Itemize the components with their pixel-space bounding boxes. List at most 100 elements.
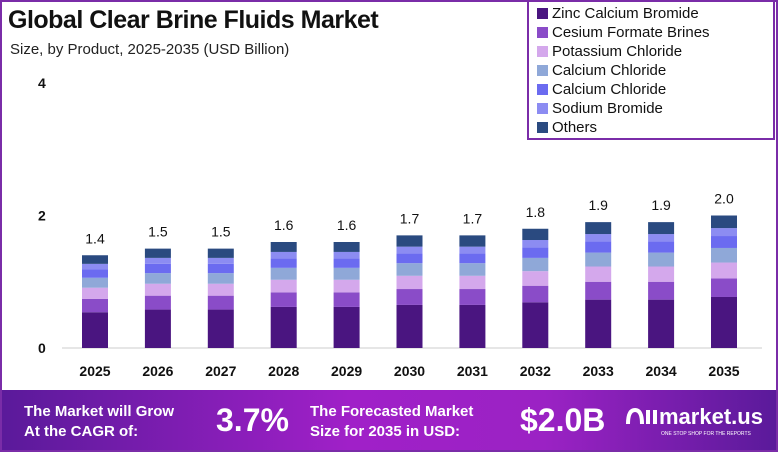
bar-segment — [459, 253, 486, 264]
bar-segment — [711, 296, 737, 348]
bar-segment — [648, 234, 675, 242]
bar-segment — [648, 281, 675, 300]
x-tick-label: 2035 — [708, 363, 739, 379]
bar-segment — [459, 304, 486, 348]
legend-label: Sodium Bromide — [552, 100, 663, 117]
bar-segment — [459, 235, 486, 247]
bar-segment — [585, 241, 612, 253]
bar-segment — [585, 266, 612, 282]
total-label: 1.8 — [526, 204, 546, 220]
bar-segment — [585, 252, 612, 267]
total-label: 2.0 — [714, 191, 734, 207]
bar-segment — [333, 267, 360, 280]
legend-item: Calcium Chloride — [537, 80, 773, 99]
bar-segment — [144, 257, 171, 264]
bar-segment — [144, 248, 171, 258]
x-tick-label: 2031 — [457, 363, 488, 379]
total-label: 1.9 — [588, 197, 608, 213]
bar-segment — [585, 234, 612, 242]
y-tick-label: 2 — [38, 208, 46, 224]
cagr-value: 3.7% — [216, 402, 289, 438]
bar-segment — [207, 273, 234, 284]
bar-segment — [333, 258, 360, 268]
x-tick-label: 2029 — [331, 363, 362, 379]
bar-segment — [648, 222, 675, 235]
brand-logo-icon — [626, 407, 657, 425]
bar-segment — [82, 277, 108, 288]
bar-segment — [144, 273, 171, 284]
bar-segment — [82, 269, 108, 278]
bar-segment — [396, 246, 423, 254]
bar-segment — [207, 257, 234, 264]
bar-segment — [459, 246, 486, 254]
bar-segment — [648, 241, 675, 253]
bar-segment — [648, 299, 675, 348]
bar-segment — [144, 263, 171, 274]
bar-segment — [82, 263, 108, 270]
forecast-label-line1: The Forecasted Market — [310, 403, 474, 420]
bar-segment — [333, 251, 360, 259]
brand-name: market.us — [659, 404, 763, 429]
total-label: 1.9 — [651, 197, 671, 213]
x-tick-label: 2027 — [205, 363, 236, 379]
bar-segment — [207, 309, 234, 348]
bar-segment — [144, 283, 171, 296]
bar-segment — [333, 279, 360, 293]
legend-label: Calcium Chloride — [552, 81, 667, 98]
x-tick-label: 2030 — [394, 363, 425, 379]
cagr-label-line2: At the CAGR of: — [24, 423, 139, 440]
bar-segment — [396, 275, 423, 290]
total-label: 1.7 — [463, 210, 483, 226]
x-tick-label: 2025 — [79, 363, 110, 379]
bar-segment — [270, 292, 297, 307]
bar-segment — [396, 289, 423, 305]
bar-segment — [144, 295, 171, 310]
total-label: 1.4 — [85, 230, 105, 246]
bar-segment — [333, 242, 360, 252]
x-tick-label: 2032 — [520, 363, 551, 379]
legend-label: Others — [552, 119, 598, 136]
bar-segment — [585, 299, 612, 348]
bar-segment — [522, 247, 549, 258]
bar-segment — [459, 263, 486, 276]
bar-segment — [522, 271, 549, 286]
legend-swatch — [537, 65, 548, 76]
bar-segment — [648, 252, 675, 267]
bar-segment — [711, 236, 737, 248]
bar-segment — [459, 289, 486, 305]
y-tick-label: 0 — [38, 340, 46, 356]
bar-segment — [82, 287, 108, 299]
bar-segment — [270, 251, 297, 259]
bar-segment — [585, 281, 612, 300]
x-tick-label: 2026 — [142, 363, 173, 379]
legend-label: Cesium Formate Brines — [552, 24, 710, 41]
total-label: 1.5 — [148, 224, 168, 240]
bar-segment — [207, 248, 234, 258]
legend-item: Potassium Chloride — [537, 42, 773, 61]
y-tick-label: 4 — [38, 75, 46, 91]
total-label: 1.5 — [211, 224, 231, 240]
bar-segment — [333, 292, 360, 307]
total-label: 1.7 — [400, 210, 420, 226]
bar-segment — [270, 258, 297, 268]
bar-segment — [207, 283, 234, 296]
x-tick-label: 2034 — [646, 363, 677, 379]
stacked-bar-chart: 0 2 4 1.4 2025 1.5 2026 1.5 2027 1.6 2028 1.6 2029 1.… — [38, 75, 762, 379]
chart-title: Global Clear Brine Fluids Market — [8, 6, 379, 34]
forecast-label: The Forecasted Market Size for 2035 in U… — [310, 402, 473, 442]
total-label: 1.6 — [274, 217, 294, 233]
legend-swatch — [537, 46, 548, 57]
bar-segment — [270, 306, 297, 348]
bar-segment — [711, 247, 737, 263]
forecast-value: $2.0B — [520, 402, 606, 438]
chart-subtitle: Size, by Product, 2025-2035 (USD Billion… — [10, 41, 290, 58]
bar-segment — [144, 309, 171, 348]
bar-segment — [82, 255, 108, 264]
cagr-label: The Market will Grow At the CAGR of: — [24, 402, 174, 442]
legend-item: Zinc Calcium Bromide — [537, 4, 773, 23]
bar-segment — [396, 253, 423, 264]
bar-segment — [648, 266, 675, 282]
bar-segment — [333, 306, 360, 348]
bar-segment — [711, 228, 737, 237]
bar-segment — [522, 228, 549, 241]
